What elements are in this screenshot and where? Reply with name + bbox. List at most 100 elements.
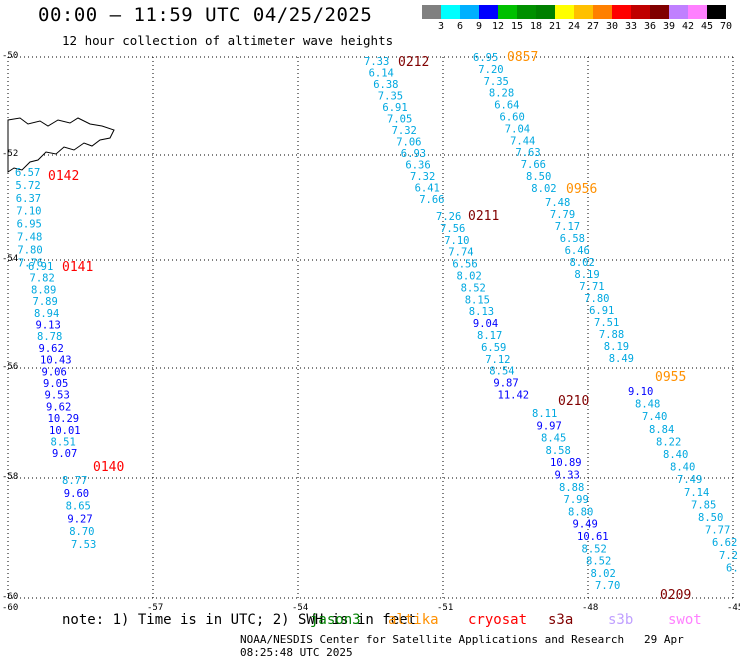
pass-label: 0857 <box>507 50 538 65</box>
color-scale-swatch <box>517 5 536 19</box>
wave-height-value: 9.06 <box>42 366 67 378</box>
wave-height-value: 7.17 <box>555 221 580 233</box>
color-scale-tick: 33 <box>624 21 638 32</box>
color-scale-tick: 6 <box>456 21 464 32</box>
wave-height-value: 7.48 <box>545 197 570 209</box>
page-title: 00:00 — 11:59 UTC 04/25/2025 <box>38 4 373 26</box>
color-scale-tick: 30 <box>605 21 619 32</box>
wave-height-value: 8.22 <box>656 436 681 448</box>
color-scale-tick: 39 <box>662 21 676 32</box>
map-grid <box>7 56 734 599</box>
wave-height-value: 8.02 <box>570 257 595 269</box>
color-scale-tick: 42 <box>681 21 695 32</box>
latitude-label: -52 <box>2 149 19 159</box>
pass-label: 0210 <box>558 394 589 409</box>
wave-height-value: 9.60 <box>64 488 89 500</box>
wave-height-value: 7.10 <box>444 235 469 247</box>
pass-label: 0209 <box>660 588 691 603</box>
wave-height-value: 8.50 <box>526 171 551 183</box>
landmass-outline <box>7 117 115 173</box>
color-scale-swatch <box>498 5 517 19</box>
footer-note: note: 1) Time is in UTC; 2) SWH is in fe… <box>62 612 417 628</box>
page-subtitle: 12 hour collection of altimeter wave hei… <box>62 33 394 48</box>
wave-height-value: 8.19 <box>574 269 599 281</box>
wave-height-value: 8.40 <box>663 449 688 461</box>
satellite-legend-s3b: s3b <box>608 612 634 628</box>
wave-height-value: 7.63 <box>515 147 540 159</box>
pass-label: 0141 <box>62 260 93 275</box>
wave-height-value: 7.66 <box>521 159 546 171</box>
longitude-label: -54 <box>292 603 309 613</box>
pass-label: 0955 <box>655 370 686 385</box>
track-0210: 8.119.978.458.5810.899.338.887.998.809.4… <box>532 394 620 592</box>
wave-height-value: 7.80 <box>17 244 42 256</box>
wave-height-value: 7.32 <box>410 171 435 183</box>
wave-height-value: 8.52 <box>582 543 607 555</box>
wave-height-value: 9.13 <box>36 320 61 332</box>
longitude-label: -57 <box>147 603 164 613</box>
track-0141: 6.917.828.897.898.949.138.789.6210.439.0… <box>28 260 93 460</box>
wave-height-value: 7.85 <box>691 499 716 511</box>
wave-height-value: 7.12 <box>485 354 510 366</box>
wave-height-value: 7.40 <box>642 411 667 423</box>
wave-height-value: 7.79 <box>550 209 575 221</box>
wave-height-value: 7.35 <box>484 76 509 88</box>
color-scale-swatch <box>593 5 612 19</box>
track-0211: 7.267.567.107.746.568.028.528.158.139.04… <box>436 209 529 402</box>
wave-height-value: 8.58 <box>546 445 571 457</box>
track-0955: 9.108.487.408.848.228.408.407.497.147.85… <box>628 370 739 574</box>
wave-height-value: 7.14 <box>684 487 709 499</box>
track-0142: 6.575.726.377.106.957.487.807.76 0142 <box>15 167 79 269</box>
wave-height-value: 8.94 <box>34 308 59 320</box>
wave-height-value: 7.66 <box>419 194 444 206</box>
wave-height-value: 7.44 <box>510 135 535 147</box>
wave-height-value: 8.50 <box>698 512 723 524</box>
wave-height-value: 8.45 <box>541 433 566 445</box>
wave-height-value: 6. <box>726 562 739 574</box>
color-scale-tick: 15 <box>510 21 524 32</box>
wave-height-value: 7.48 <box>17 232 42 244</box>
wave-height-value: 9.53 <box>45 390 70 402</box>
satellite-legend-cryosat: cryosat <box>468 612 528 628</box>
pass-label: 0211 <box>468 209 499 224</box>
color-scale-tick: 12 <box>491 21 505 32</box>
wave-height-value: 7.99 <box>564 494 589 506</box>
color-scale-swatch <box>555 5 574 19</box>
wave-height-value: 6.41 <box>415 183 440 195</box>
wave-height-value: 7.2 <box>719 550 738 562</box>
credit-text: NOAA/NESDIS Center for Satellite Applica… <box>240 633 625 646</box>
color-scale-tick: 3 <box>437 21 445 32</box>
wave-height-value: 7.53 <box>71 539 96 551</box>
falkland-islands-landmass <box>7 117 115 173</box>
credit-line: NOAA/NESDIS Center for Satellite Applica… <box>240 633 740 659</box>
pass-label: 0956 <box>566 182 597 197</box>
longitude-label: -51 <box>437 603 454 613</box>
wave-height-value: 7.82 <box>30 273 55 285</box>
color-scale-tick: 27 <box>586 21 600 32</box>
color-scale-swatch <box>707 5 726 19</box>
wave-height-value: 6.56 <box>452 259 477 271</box>
wave-height-value: 8.70 <box>69 526 94 538</box>
wave-height-value: 6.37 <box>16 193 41 205</box>
track-0956: 7.487.797.176.586.468.028.197.717.806.91… <box>545 182 634 365</box>
wave-height-value: 9.27 <box>67 513 92 525</box>
color-scale-swatch <box>441 5 460 19</box>
wave-height-value: 7.76 <box>18 257 43 269</box>
wave-height-value: 9.62 <box>39 343 64 355</box>
wave-height-value: 7.26 <box>436 211 461 223</box>
wave-height-value: 8.02 <box>457 271 482 283</box>
wave-height-value: 8.48 <box>635 399 660 411</box>
wave-height-value: 6.46 <box>565 245 590 257</box>
wave-height-value: 7.33 <box>364 56 389 68</box>
wave-height-value: 11.42 <box>498 390 530 402</box>
wave-height-value: 6.64 <box>494 100 519 112</box>
satellite-legend-altika: altika <box>388 612 439 628</box>
color-scale-tick: 9 <box>475 21 483 32</box>
color-scale-swatch <box>422 5 441 19</box>
wave-height-value: 7.10 <box>16 206 41 218</box>
color-scale-swatch <box>631 5 650 19</box>
color-scale-tick: 45 <box>700 21 714 32</box>
latitude-label: -54 <box>2 254 19 264</box>
wave-height-value: 7.80 <box>584 293 609 305</box>
